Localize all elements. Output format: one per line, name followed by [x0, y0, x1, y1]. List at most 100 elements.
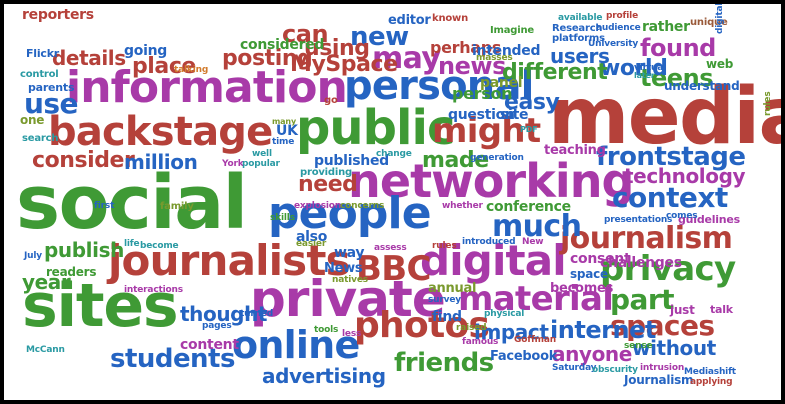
word-posting: posting: [222, 46, 313, 71]
word-question: question: [448, 107, 515, 123]
word-bbc: BBC: [356, 249, 431, 289]
word-using: using: [304, 36, 370, 61]
word-whether: whether: [442, 201, 483, 211]
word-social: social: [16, 160, 248, 246]
word-york: York: [222, 159, 244, 169]
word-person: person: [452, 84, 513, 103]
word-platforms: platforms: [552, 33, 605, 44]
word-publish: publish: [44, 238, 124, 262]
word-first: first: [94, 201, 115, 211]
word-search: search: [22, 133, 59, 144]
word-obscurity: obscurity: [592, 365, 638, 375]
word-spaces: spaces: [610, 309, 715, 342]
word-readers: readers: [46, 265, 97, 279]
word-internet: internet: [550, 316, 656, 344]
word-presentations: presentations: [604, 215, 673, 225]
word-use: use: [24, 87, 78, 120]
word-media: media: [548, 72, 781, 162]
word-concerns: concerns: [340, 201, 385, 211]
word-cloud: socialmediainformationbackstagepublicper…: [4, 4, 781, 400]
word-available: available: [558, 13, 603, 23]
word-later: later: [634, 71, 655, 80]
word-uk: UK: [276, 123, 298, 139]
word-can: can: [282, 20, 329, 48]
word-million: million: [124, 150, 198, 174]
word-need: need: [298, 172, 358, 197]
word-personal: personal: [344, 63, 534, 109]
word-privacy: privacy: [600, 249, 736, 289]
word-new: New: [522, 237, 544, 247]
word-consider: consider: [32, 148, 135, 173]
word-assess: assess: [374, 243, 407, 253]
word-sense: sense: [624, 341, 653, 351]
word-unique: unique: [690, 17, 728, 28]
word-consent: consent: [570, 251, 631, 267]
word-journalism: Journalism: [624, 373, 694, 387]
word-place: place: [132, 54, 196, 79]
word-myspace: MySpace: [290, 52, 398, 77]
word-saturday: Saturday: [552, 363, 597, 373]
word-pages: pages: [202, 321, 232, 331]
word-time: time: [272, 137, 295, 147]
word-mccann: McCann: [26, 345, 65, 355]
word-famous: famous: [462, 337, 499, 347]
word-many: many: [272, 117, 297, 126]
word-masses: masses: [476, 53, 513, 63]
word-backstage: backstage: [48, 109, 273, 155]
word-less: less: [342, 329, 362, 339]
word-people: people: [268, 188, 432, 239]
word-flickr: Flickr: [26, 47, 59, 60]
word-physical: physical: [484, 309, 525, 319]
word-frontstage: frontstage: [596, 142, 746, 172]
word-advertising: advertising: [262, 364, 386, 388]
word-photos: photos: [354, 305, 490, 346]
word-material: material: [458, 279, 614, 319]
word-editor: editor: [388, 13, 431, 28]
word-facebook: Facebook: [490, 349, 558, 364]
word-panel: panel: [480, 75, 523, 91]
word-private: private: [250, 270, 446, 328]
word-published: published: [314, 153, 389, 169]
word-considered: considered: [240, 37, 325, 53]
word-anyone: anyone: [552, 342, 632, 366]
word-mediashift: Mediashift: [684, 367, 736, 377]
word-raised: raised: [456, 323, 487, 333]
word-also: also: [296, 229, 328, 245]
word-impact: impact: [474, 320, 549, 344]
word-journalists: journalists: [108, 236, 351, 285]
word-world: world: [600, 56, 668, 81]
word-going: going: [124, 43, 168, 59]
word-intended: intended: [472, 43, 541, 59]
word-content: content: [180, 337, 239, 353]
word-found: found: [640, 34, 716, 62]
word-goffman: Goffman: [514, 335, 556, 345]
word-one: one: [20, 113, 45, 127]
word-understand: understand: [664, 79, 740, 93]
word-applying: applying: [690, 377, 733, 387]
word-generation: generation: [470, 153, 524, 163]
word-part: part: [610, 283, 674, 316]
word-challenges: challenges: [600, 255, 682, 271]
word-talk: talk: [710, 303, 733, 316]
word-turned: turned: [240, 309, 274, 319]
word-explosion: explosion: [294, 201, 342, 211]
word-context: context: [612, 181, 728, 214]
word-interactions: interactions: [124, 285, 183, 295]
word-change: change: [376, 149, 412, 159]
word-web: web: [706, 57, 734, 71]
word-friends: friends: [394, 348, 494, 378]
word-virtual: virtual: [634, 63, 666, 73]
word-users: users: [550, 44, 610, 68]
word-rules: rules: [432, 241, 457, 251]
word-easier: easier: [296, 239, 327, 249]
word-information: information: [66, 62, 348, 113]
word-thought: thought: [180, 302, 268, 326]
word-rules: rules: [763, 91, 773, 117]
word-family: family: [160, 201, 194, 212]
word-news: News: [324, 261, 363, 276]
word-popular: popular: [242, 159, 280, 169]
word-without: without: [632, 336, 716, 360]
word-natives: natives: [332, 275, 368, 285]
word-rather: rather: [642, 19, 690, 35]
word-life: life: [124, 239, 140, 249]
